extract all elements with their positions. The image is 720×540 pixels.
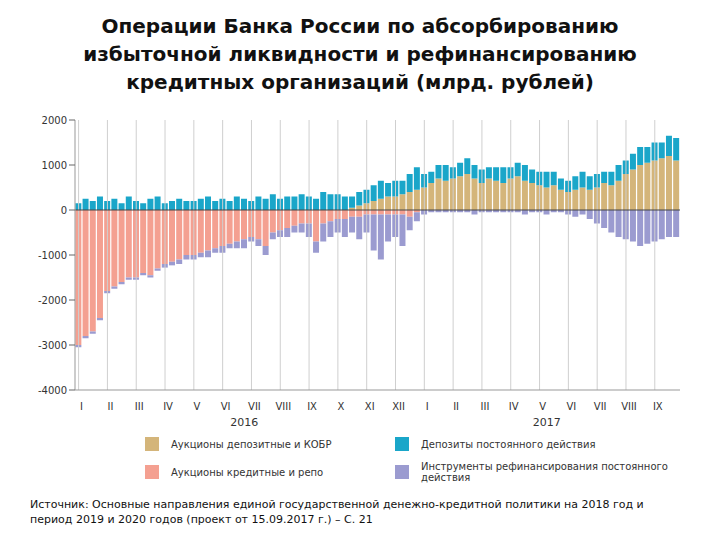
svg-text:II: II [107, 401, 113, 412]
html-text:Депозиты постоянного действия: Депозиты постоянного действия [421, 438, 596, 450]
svg-text:V: V [193, 401, 200, 412]
svg-text:VIII: VIII [275, 401, 291, 412]
svg-text:III: III [481, 401, 490, 412]
svg-text:2000: 2000 [42, 115, 67, 126]
svg-text:VII: VII [594, 401, 607, 412]
svg-text:V: V [539, 401, 546, 412]
svg-text:-4000: -4000 [38, 385, 67, 396]
svg-text:1000: 1000 [42, 160, 67, 171]
svg-text:IV: IV [163, 401, 173, 412]
svg-text:III: III [135, 401, 144, 412]
html-text:Аукционы депозитные и КОБР: Аукционы депозитные и КОБР [171, 438, 332, 450]
svg-text:-2000: -2000 [38, 295, 67, 306]
html-text:Инструменты рефинансирования п: Инструменты рефинансирования постоянного… [421, 461, 668, 483]
svg-text:2017: 2017 [533, 416, 561, 429]
svg-text:IX: IX [653, 401, 663, 412]
html-text:Источник: Основные направления: Источник: Основные направления единой го… [30, 498, 644, 526]
svg-text:IX: IX [307, 401, 317, 412]
svg-text:-3000: -3000 [38, 340, 67, 351]
svg-text:XII: XII [392, 401, 405, 412]
svg-text:VIII: VIII [621, 401, 637, 412]
svg-text:VI: VI [566, 401, 576, 412]
svg-text:VI: VI [221, 401, 231, 412]
svg-text:0: 0 [61, 205, 67, 216]
svg-text:-1000: -1000 [38, 250, 67, 261]
html-text:Операции Банка России по абсор: Операции Банка России по абсорбированию … [83, 14, 637, 94]
svg-text:VII: VII [248, 401, 261, 412]
svg-text:X: X [337, 401, 344, 412]
svg-text:2016: 2016 [230, 416, 258, 429]
svg-text:I: I [80, 401, 83, 412]
svg-text:II: II [453, 401, 459, 412]
svg-text:IV: IV [509, 401, 519, 412]
svg-text:XI: XI [365, 401, 375, 412]
svg-text:I: I [426, 401, 429, 412]
html-text:Аукционы кредитные и репо: Аукционы кредитные и репо [171, 466, 324, 478]
